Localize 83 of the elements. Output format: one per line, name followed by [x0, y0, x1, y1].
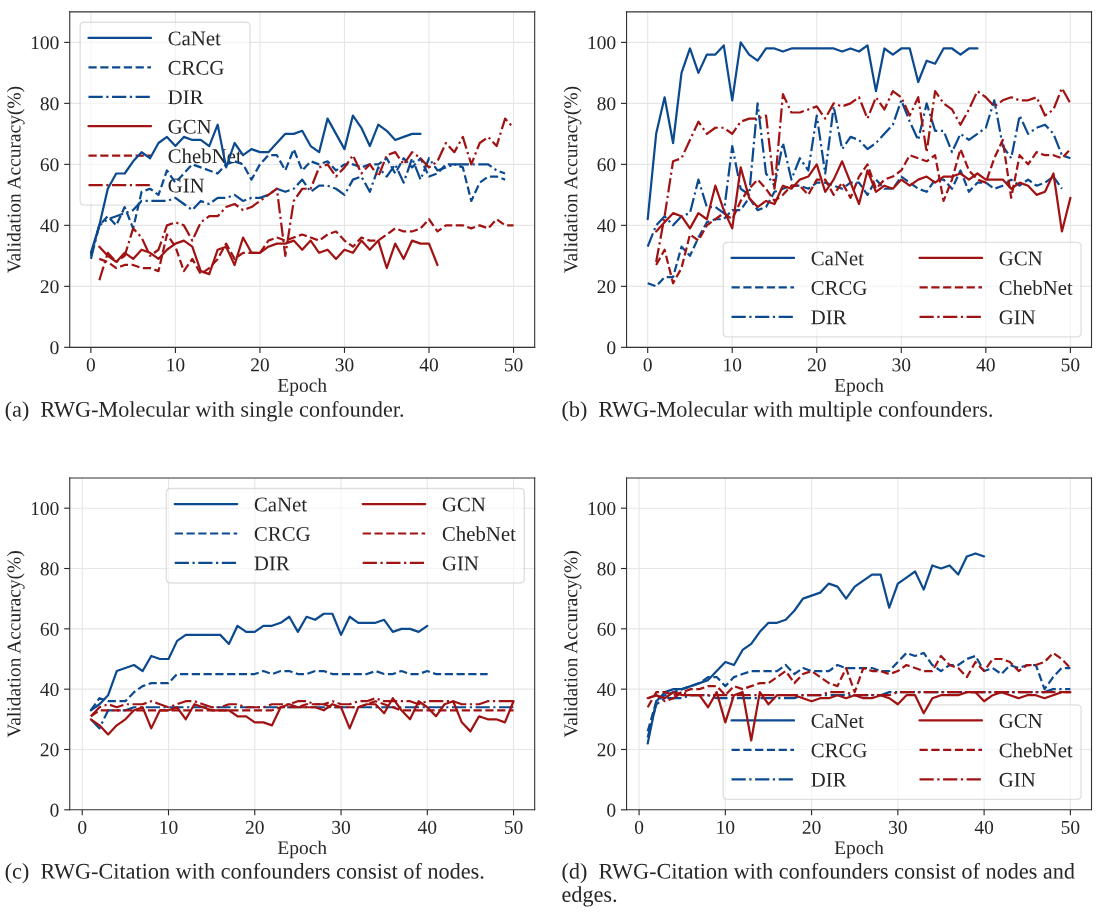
legend-label: DIR [254, 556, 290, 571]
x-tick-label: 40 [419, 358, 438, 372]
legend-label: CRCG [811, 280, 867, 295]
x-tick-label: 0 [634, 820, 644, 834]
x-tick-label: 30 [889, 820, 907, 834]
legend-label: ChebNet [442, 526, 516, 541]
legend-label: CaNet [168, 31, 221, 46]
y-axis-title: Validation Accuracy(%) [563, 551, 582, 738]
text: (d) RWG-Citation with confounders consist of nodes and edges. [562, 862, 1075, 907]
legend-label: GCN [168, 119, 212, 134]
x-tick-label: 10 [167, 358, 185, 372]
x-tick-label: 20 [807, 358, 826, 372]
y-tick-label: 60 [597, 622, 616, 636]
legend-label: ChebNet [999, 280, 1073, 295]
x-tick-label: 30 [892, 358, 911, 372]
x-tick-label: 0 [78, 820, 87, 834]
legend-label: CRCG [168, 60, 224, 75]
legend-label: GIN [168, 178, 205, 193]
legend-label: CaNet [254, 497, 307, 512]
text: (b) RWG-Molecular with multiple confounders. [562, 400, 993, 422]
x-tick-label: 40 [417, 820, 437, 834]
y-tick-label: 100 [31, 502, 59, 516]
y-axis-title: Validation Accuracy(%) [563, 86, 582, 274]
x-tick-label: 50 [1061, 358, 1080, 372]
y-tick-label: 20 [597, 743, 616, 757]
x-tick-label: 50 [1061, 820, 1080, 834]
y-tick-label: 80 [597, 97, 616, 111]
x-tick-label: 30 [335, 358, 354, 372]
legend-label: CRCG [811, 743, 867, 758]
y-tick-label: 100 [588, 36, 616, 50]
text: (a) RWG-Molecular with single confounder. [5, 400, 404, 422]
x-tick-label: 40 [974, 820, 994, 834]
x-tick-label: 20 [802, 820, 821, 834]
y-tick-label: 60 [40, 158, 59, 172]
y-tick-label: 40 [40, 219, 59, 233]
legend-label: GCN [999, 713, 1043, 728]
x-tick-label: 10 [724, 358, 742, 372]
legend-label: GIN [999, 772, 1036, 787]
y-tick-label: 20 [40, 280, 59, 294]
y-tick-label: 40 [597, 682, 616, 697]
y-axis-title: Validation Accuracy(%) [6, 86, 25, 274]
y-tick-label: 40 [597, 219, 616, 233]
x-axis-title: Epoch [834, 840, 884, 859]
legend-label: GCN [999, 251, 1043, 266]
legend-label: DIR [811, 310, 847, 325]
legend-label: GIN [442, 556, 479, 571]
legend-label: CaNet [811, 713, 864, 728]
x-axis-title: Epoch [834, 378, 884, 396]
x-tick-label: 0 [643, 358, 652, 372]
y-tick-label: 100 [588, 502, 616, 516]
x-tick-label: 40 [976, 358, 995, 372]
y-tick-label: 20 [597, 280, 616, 294]
y-tick-label: 60 [597, 158, 616, 172]
y-tick-label: 80 [597, 562, 616, 576]
y-tick-label: 20 [40, 743, 59, 757]
legend-label: ChebNet [999, 742, 1073, 758]
legend-label: DIR [168, 90, 204, 105]
y-tick-label: 0 [607, 803, 616, 817]
y-tick-label: 0 [607, 341, 616, 355]
y-tick-label: 0 [50, 341, 59, 355]
x-tick-label: 50 [504, 820, 523, 834]
x-tick-label: 20 [245, 820, 264, 834]
y-tick-label: 80 [40, 562, 59, 576]
x-axis-title: Epoch [277, 378, 327, 396]
legend-label: CRCG [254, 527, 310, 541]
y-tick-label: 0 [50, 803, 59, 817]
y-axis-title: Validation Accuracy(%) [6, 551, 25, 738]
y-tick-label: 40 [40, 682, 59, 697]
x-tick-label: 20 [251, 358, 269, 372]
x-tick-label: 10 [160, 820, 178, 834]
x-axis-title: Epoch [277, 840, 327, 859]
y-tick-label: 100 [31, 36, 59, 50]
x-tick-label: 0 [86, 358, 95, 372]
y-tick-label: 60 [40, 622, 59, 636]
x-tick-label: 50 [504, 358, 523, 372]
legend-label: DIR [811, 772, 847, 787]
legend-label: CaNet [811, 251, 864, 266]
legend-label: GIN [999, 310, 1036, 325]
x-tick-label: 30 [332, 820, 351, 834]
y-tick-label: 80 [40, 97, 59, 111]
text: (c) RWG-Citation with confounders consist of nodes. [5, 862, 484, 884]
legend-label: GCN [442, 497, 486, 512]
x-tick-label: 10 [717, 820, 735, 834]
